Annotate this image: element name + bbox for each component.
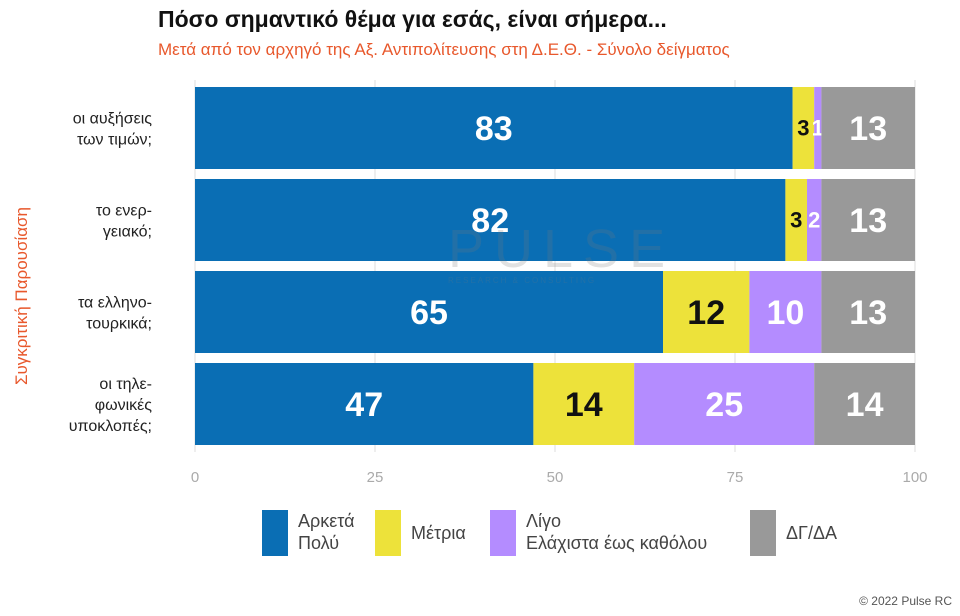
legend-label-line: Αρκετά: [298, 511, 355, 531]
bar-segment: [749, 271, 822, 353]
category-label: οι αυξήσεις: [73, 111, 153, 128]
bar-segment: [663, 271, 750, 353]
legend-label-line: Πολύ: [298, 533, 340, 553]
category-label: το ενερ-: [96, 203, 152, 220]
x-tick-label: 75: [727, 469, 744, 486]
data-label: 3: [797, 116, 809, 141]
category-label: των τιμών;: [77, 132, 152, 149]
bar-segment: [195, 87, 793, 169]
copyright: © 2022 Pulse RC: [859, 594, 952, 608]
data-label: 14: [565, 386, 603, 424]
category-label: τα ελληνο-: [78, 295, 152, 312]
bar-segment: [195, 363, 534, 445]
bar-segment: [195, 179, 786, 261]
data-label: 14: [846, 386, 884, 424]
x-tick-label: 25: [367, 469, 384, 486]
legend-label: ΔΓ/ΔΑ: [786, 522, 837, 544]
data-label: 10: [766, 294, 804, 332]
legend-label-line: Ελάχιστα έως καθόλου: [526, 533, 708, 553]
data-label: 25: [705, 386, 743, 424]
legend-label-line: ΔΓ/ΔΑ: [786, 523, 837, 543]
data-label: 3: [790, 208, 802, 233]
x-tick-label: 100: [902, 469, 927, 486]
bar-segment: [814, 363, 915, 445]
legend-swatch: [375, 510, 401, 556]
data-label: 13: [849, 110, 887, 148]
data-label: 12: [687, 294, 725, 332]
data-label: 2: [808, 208, 820, 233]
legend-swatch: [262, 510, 288, 556]
bar-segment: [634, 363, 815, 445]
data-label: 82: [471, 202, 509, 240]
x-tick-label: 50: [547, 469, 564, 486]
data-label: 1: [812, 116, 824, 141]
data-label: 47: [345, 386, 383, 424]
category-label: τουρκικά;: [86, 316, 152, 333]
bar-segment: [814, 87, 822, 169]
legend-label: Μέτρια: [411, 522, 466, 544]
data-label: 65: [410, 294, 448, 332]
bar-segment: [821, 179, 915, 261]
bar-segment: [792, 87, 815, 169]
legend-swatch: [490, 510, 516, 556]
data-label: 13: [849, 294, 887, 332]
category-label: γειακό;: [103, 224, 152, 241]
x-tick-label: 0: [191, 469, 199, 486]
bar-segment: [821, 87, 915, 169]
bar-segment: [195, 271, 663, 353]
bar-segment: [821, 271, 915, 353]
legend-label-line: Λίγο: [526, 511, 562, 531]
legend-label: Αρκετά Πολύ: [298, 510, 355, 554]
data-label: 83: [475, 110, 513, 148]
category-label: φωνικές: [95, 397, 153, 414]
bar-segment: [785, 179, 807, 261]
bar-segment: [807, 179, 822, 261]
legend-swatch: [750, 510, 776, 556]
bar-segment: [533, 363, 635, 445]
category-label: οι τηλε-: [99, 376, 152, 393]
legend-label-line: Μέτρια: [411, 523, 466, 543]
chart-subtitle: Μετά από τον αρχηγό της Αξ. Αντιπολίτευσ…: [158, 40, 730, 59]
data-label: 13: [849, 202, 887, 240]
chart-title: Πόσο σημαντικό θέμα για εσάς, είναι σήμε…: [158, 6, 667, 32]
legend-label: Λίγο Ελάχιστα έως καθόλου: [526, 510, 707, 554]
category-label: υποκλοπές;: [69, 418, 152, 435]
